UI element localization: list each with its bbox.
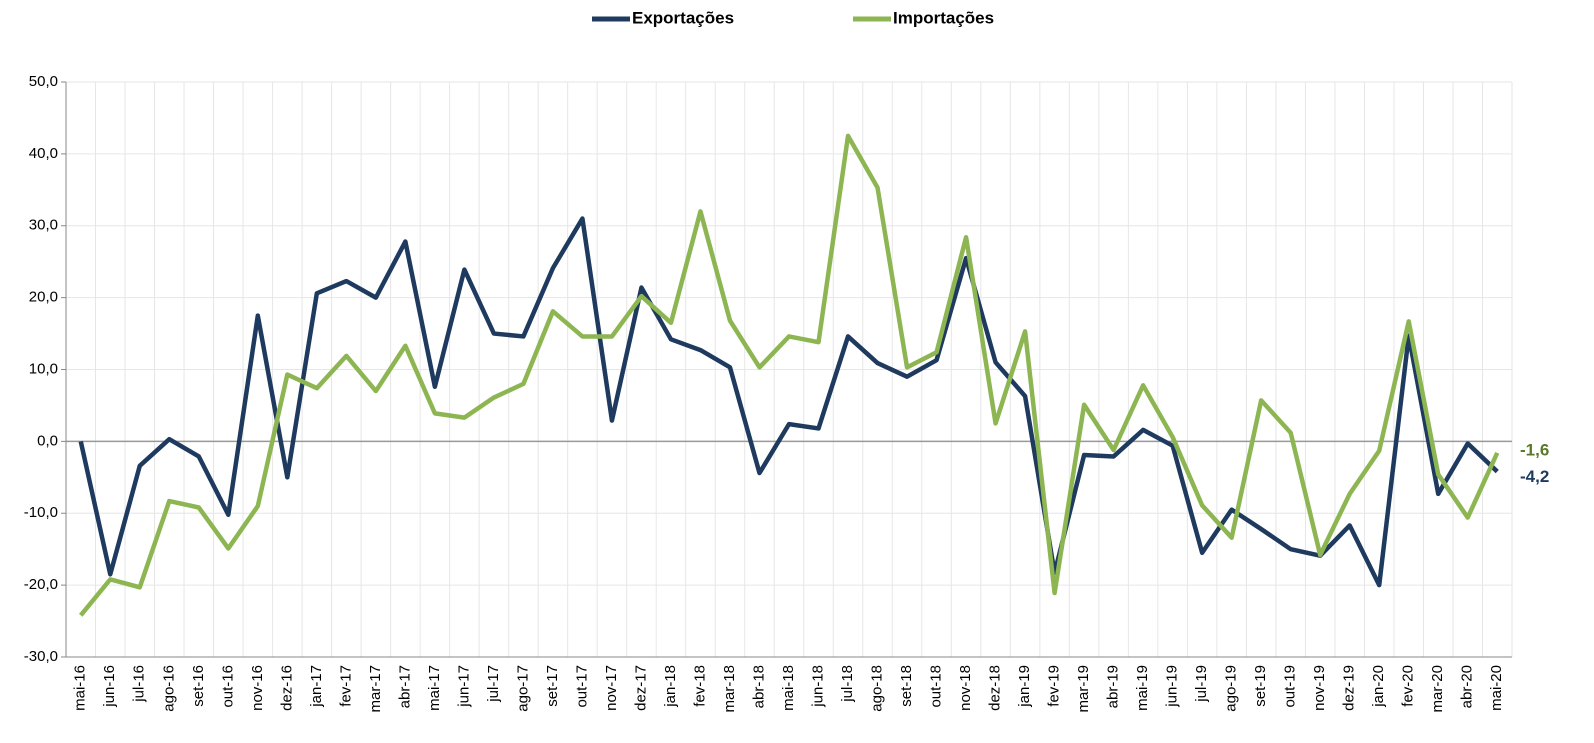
legend-label: Exportações [632, 8, 734, 27]
x-tick-label: jun-19 [1164, 665, 1181, 708]
y-tick-label: 40,0 [29, 145, 58, 162]
legend-label: Importações [893, 8, 994, 27]
x-tick-label: dez-18 [987, 665, 1004, 711]
x-tick-label: mai-16 [72, 665, 89, 711]
x-tick-label: jul-17 [485, 665, 502, 703]
x-tick-label: out-19 [1282, 665, 1299, 708]
x-tick-label: mar-20 [1429, 665, 1446, 713]
x-tick-label: nov-18 [957, 665, 974, 711]
x-tick-label: jul-19 [1193, 665, 1210, 703]
x-tick-label: jan-20 [1370, 665, 1387, 708]
x-tick-label: out-18 [928, 665, 945, 708]
x-tick-label: fev-17 [337, 665, 354, 707]
x-tick-label: fev-20 [1400, 665, 1417, 707]
end-label: -1,6 [1520, 440, 1549, 459]
x-tick-label: set-17 [544, 665, 561, 707]
y-tick-label: -30,0 [24, 648, 58, 665]
x-tick-label: set-18 [898, 665, 915, 707]
x-tick-label: out-17 [573, 665, 590, 708]
x-tick-label: abr-18 [750, 665, 767, 708]
x-tick-label: abr-17 [396, 665, 413, 708]
x-tick-label: jul-16 [131, 665, 148, 703]
x-tick-label: mai-20 [1488, 665, 1505, 711]
x-tick-label: dez-19 [1341, 665, 1358, 711]
x-tick-label: jun-17 [455, 665, 472, 708]
x-tick-label: jan-17 [308, 665, 325, 708]
x-tick-label: set-19 [1252, 665, 1269, 707]
x-tick-label: dez-17 [632, 665, 649, 711]
x-tick-label: nov-17 [603, 665, 620, 711]
x-tick-label: ago-18 [868, 665, 885, 712]
y-tick-label: 0,0 [37, 432, 58, 449]
x-tick-label: abr-19 [1105, 665, 1122, 708]
x-tick-label: mai-18 [780, 665, 797, 711]
y-tick-label: 30,0 [29, 217, 58, 234]
x-tick-label: nov-16 [249, 665, 266, 711]
x-tick-label: mai-17 [426, 665, 443, 711]
x-tick-label: set-16 [190, 665, 207, 707]
x-tick-label: jul-18 [839, 665, 856, 703]
end-label: -4,2 [1520, 467, 1549, 486]
x-tick-label: abr-20 [1459, 665, 1476, 708]
x-tick-label: jan-19 [1016, 665, 1033, 708]
x-tick-label: jan-18 [662, 665, 679, 708]
x-tick-label: ago-16 [160, 665, 177, 712]
x-tick-label: fev-18 [691, 665, 708, 707]
x-tick-label: out-16 [219, 665, 236, 708]
y-tick-label: 10,0 [29, 360, 58, 377]
x-tick-label: jun-16 [101, 665, 118, 708]
y-tick-label: -20,0 [24, 576, 58, 593]
x-tick-label: mar-19 [1075, 665, 1092, 713]
x-tick-label: mai-19 [1134, 665, 1151, 711]
series-line [78, 216, 1499, 588]
y-tick-label: -10,0 [24, 504, 58, 521]
x-tick-label: fev-19 [1046, 665, 1063, 707]
y-tick-label: 50,0 [29, 73, 58, 90]
x-tick-label: ago-19 [1223, 665, 1240, 712]
series-line [79, 133, 1500, 617]
x-tick-label: dez-16 [278, 665, 295, 711]
x-tick-label: ago-17 [514, 665, 531, 712]
x-tick-label: jun-18 [809, 665, 826, 708]
x-tick-label: nov-19 [1311, 665, 1328, 711]
x-tick-label: mar-18 [721, 665, 738, 713]
x-tick-label: mar-17 [367, 665, 384, 713]
y-tick-label: 20,0 [29, 289, 58, 306]
